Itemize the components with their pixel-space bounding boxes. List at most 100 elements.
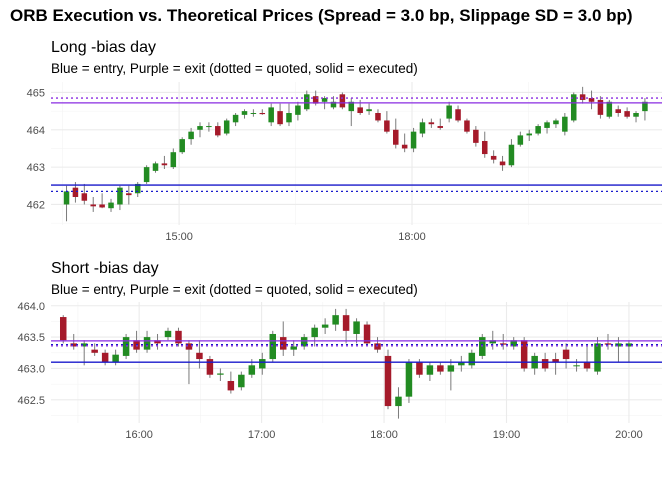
candle-body	[633, 112, 639, 117]
x-tick-label: 19:00	[493, 429, 521, 441]
candle-body	[541, 359, 549, 369]
candle-body	[70, 343, 77, 347]
candle-body	[206, 359, 214, 375]
candle-body	[99, 204, 105, 208]
panel2-plot: 462.5 463.0 463.5 464.0 16:00 17:00 18:00 19:00…	[17, 301, 662, 441]
y-tick-label: 465	[27, 87, 45, 99]
candle-body	[615, 109, 621, 113]
candle-body	[295, 105, 301, 115]
candle-body	[517, 135, 524, 145]
candle-body	[175, 330, 182, 344]
candle-body	[152, 163, 159, 171]
candle-body	[446, 105, 452, 119]
candle-body	[357, 107, 363, 113]
candle-body	[419, 122, 426, 134]
candle-body	[348, 101, 355, 112]
candle-body	[384, 120, 390, 132]
candle-body	[339, 94, 346, 108]
candle-body	[499, 161, 506, 166]
y-tick-label: 464.0	[17, 301, 45, 313]
candle-body	[416, 362, 423, 375]
candle-body	[384, 355, 392, 407]
candle-body	[426, 365, 434, 375]
candle-body	[437, 126, 444, 128]
candle-body	[91, 349, 98, 353]
candle-body	[490, 155, 497, 160]
candle-body	[553, 120, 559, 125]
candle-body	[286, 112, 292, 123]
candle-body	[535, 126, 541, 134]
candle-body	[321, 324, 329, 328]
x-tick-label: 16:00	[125, 429, 153, 441]
candle-body	[468, 352, 476, 366]
candle-body	[112, 354, 119, 363]
candle-body	[279, 337, 287, 350]
candle-body	[642, 101, 648, 112]
candle-body	[499, 343, 507, 345]
candle-body	[290, 346, 297, 350]
candle-body	[395, 396, 402, 407]
candle-body	[510, 340, 517, 347]
candle-body	[508, 144, 515, 166]
candle-body	[81, 193, 88, 201]
candle-body	[59, 317, 67, 341]
candle-body	[544, 122, 550, 128]
candle-body	[80, 343, 88, 347]
candle-body	[321, 98, 328, 102]
candle-body	[143, 337, 151, 350]
candle-body	[268, 107, 274, 123]
candle-body	[232, 114, 239, 123]
y-tick-label: 463.0	[17, 363, 45, 375]
candle-body	[277, 111, 283, 125]
y-tick-label: 464	[27, 125, 45, 137]
candle-body	[526, 133, 532, 136]
x-tick-label: 15:00	[165, 231, 193, 243]
candle-body	[170, 152, 177, 168]
candle-body	[241, 111, 248, 115]
candle-body	[300, 337, 308, 347]
candle-body	[185, 343, 193, 350]
panel2-title: Short -bias day	[51, 260, 159, 277]
candle-body	[143, 167, 150, 183]
candle-body	[206, 126, 212, 128]
candle-body	[238, 374, 245, 388]
candle-body	[304, 94, 310, 110]
candle-body	[570, 94, 577, 121]
candle-body	[573, 365, 580, 367]
candle-body	[353, 321, 360, 334]
candle-body	[366, 109, 372, 112]
candle-body	[311, 327, 318, 338]
candle-body	[375, 112, 381, 121]
panel1-title: Long -bias day	[51, 39, 156, 56]
candle-body	[562, 349, 570, 360]
candle-body	[108, 202, 114, 209]
candle-body	[562, 116, 568, 132]
candle-body	[332, 315, 339, 325]
x-tick-label: 18:00	[398, 231, 426, 243]
candle-body	[197, 126, 203, 130]
candle-body	[489, 340, 497, 344]
candle-body	[330, 101, 337, 108]
candle-body	[597, 99, 604, 115]
candle-body	[437, 365, 444, 372]
candle-body	[90, 204, 96, 207]
candle-body	[259, 359, 266, 369]
candle-body	[161, 163, 168, 166]
candle-body	[196, 352, 203, 360]
candle-body	[624, 111, 630, 117]
candle-body	[520, 340, 528, 369]
candle-body	[101, 352, 109, 363]
candle-body	[447, 365, 455, 372]
y-tick-label: 463	[27, 162, 45, 174]
candle-body	[588, 98, 595, 102]
candle-body	[223, 120, 230, 134]
candle-body	[428, 122, 435, 125]
candle-body	[393, 129, 399, 145]
y-tick-label: 462	[27, 199, 45, 211]
candle-body	[552, 359, 559, 363]
candle-body	[579, 94, 586, 100]
candle-body	[583, 362, 591, 369]
x-tick-label: 18:00	[370, 429, 398, 441]
candle-body	[464, 120, 470, 132]
